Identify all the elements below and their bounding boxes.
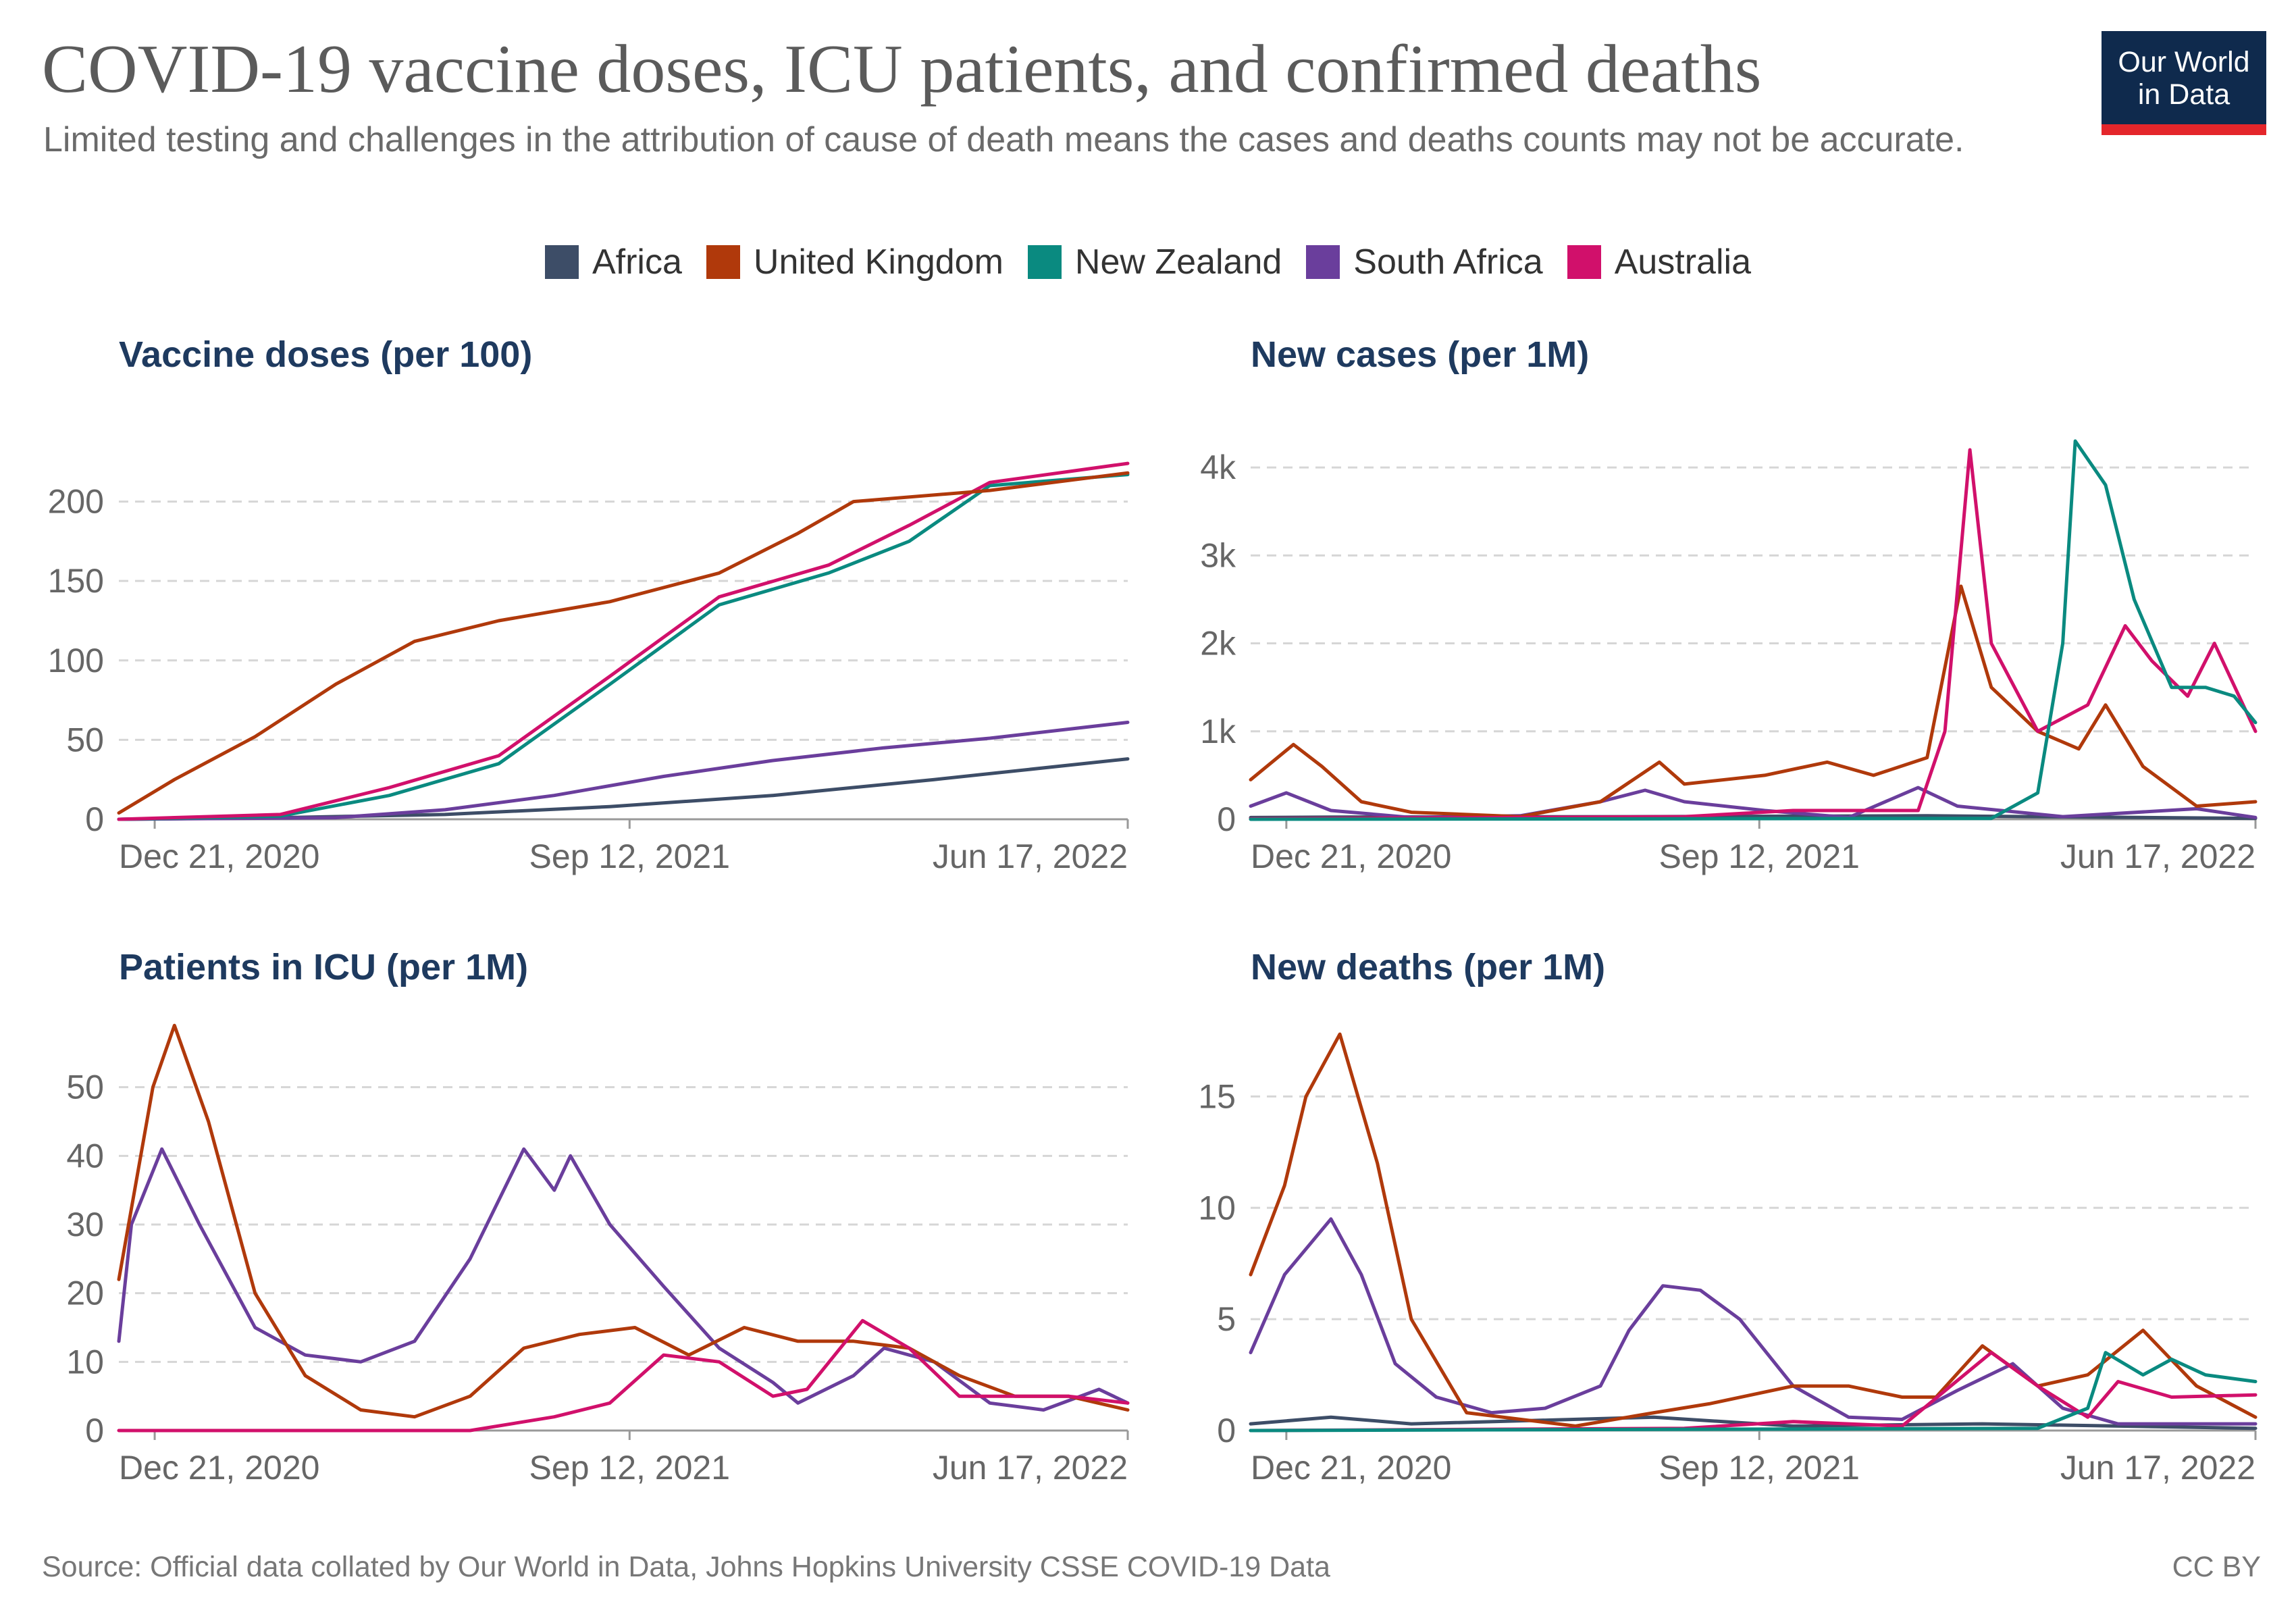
x-tick-label: Sep 12, 2021 xyxy=(1659,1449,1860,1487)
legend-item-united-kingdom[interactable]: United Kingdom xyxy=(706,242,1003,282)
legend-item-africa[interactable]: Africa xyxy=(544,242,682,282)
legend-label: Australia xyxy=(1614,242,1751,282)
series-line-united-kingdom[interactable] xyxy=(117,471,1130,815)
y-tick-label: 200 xyxy=(48,483,104,521)
x-tick-label: Sep 12, 2021 xyxy=(529,838,731,875)
legend-swatch xyxy=(544,245,579,279)
panel-2: New cases (per 1M) 0 1k 2k 3k 4k Dec 21, 2020 S… xyxy=(1200,334,2258,875)
legend-swatch xyxy=(1306,245,1340,279)
x-tick-label: Sep 12, 2021 xyxy=(1659,838,1860,875)
logo-line-1: Our World xyxy=(2118,46,2250,78)
y-tick-label: 150 xyxy=(48,562,104,600)
x-tick-label: Dec 21, 2020 xyxy=(119,838,319,875)
x-tick-label: Jun 17, 2022 xyxy=(933,1449,1128,1487)
y-tick-label: 10 xyxy=(66,1343,104,1381)
y-tick-label: 3k xyxy=(1200,536,1236,574)
y-tick-label: 0 xyxy=(1217,800,1236,838)
series-line-new-zealand[interactable] xyxy=(117,473,1130,821)
x-tick-label: Jun 17, 2022 xyxy=(933,838,1128,875)
x-tick-label: Dec 21, 2020 xyxy=(1251,838,1451,875)
y-tick-label: 100 xyxy=(48,642,104,679)
series-line-united-kingdom[interactable] xyxy=(1249,584,2258,819)
series-line-africa[interactable] xyxy=(117,757,1130,821)
series-line-south-africa[interactable] xyxy=(1249,1217,2258,1426)
legend-swatch xyxy=(1567,245,1601,279)
series-line-australia[interactable] xyxy=(1249,448,2258,821)
y-tick-label: 5 xyxy=(1217,1300,1236,1338)
y-tick-label: 0 xyxy=(85,1412,104,1449)
series-line-new-zealand[interactable] xyxy=(1249,439,2258,821)
x-tick-label: Jun 17, 2022 xyxy=(2060,1449,2255,1487)
legend-label: New Zealand xyxy=(1074,242,1282,282)
license-link[interactable]: CC BY xyxy=(2172,1551,2261,1583)
panel-title: Patients in ICU (per 1M) xyxy=(119,947,528,987)
panel-4: New deaths (per 1M) 0 5 10 15 Dec 21, 2020 Sep… xyxy=(1198,947,2258,1487)
x-tick-label: Dec 21, 2020 xyxy=(1251,1449,1451,1487)
series-line-south-africa[interactable] xyxy=(117,721,1130,821)
series-line-south-africa[interactable] xyxy=(117,1147,1130,1412)
series-line-australia[interactable] xyxy=(117,1318,1130,1433)
legend-label: South Africa xyxy=(1353,242,1543,282)
series-line-south-africa[interactable] xyxy=(1249,786,2258,819)
x-tick-label: Jun 17, 2022 xyxy=(2060,838,2255,875)
chart-title: COVID-19 vaccine doses, ICU patients, an… xyxy=(42,31,1762,107)
panel-title: Vaccine doses (per 100) xyxy=(119,334,532,375)
y-tick-label: 0 xyxy=(1217,1412,1236,1449)
legend-item-south-africa[interactable]: South Africa xyxy=(1306,242,1543,282)
y-tick-label: 2k xyxy=(1200,625,1236,663)
x-tick-label: Dec 21, 2020 xyxy=(119,1449,319,1487)
series-line-united-kingdom[interactable] xyxy=(117,1023,1130,1419)
y-tick-label: 40 xyxy=(66,1137,104,1175)
legend-swatch xyxy=(706,245,740,279)
panel-1: Vaccine doses (per 100) 0 50 100 150 200 Dec 2… xyxy=(48,334,1130,875)
y-tick-label: 20 xyxy=(66,1275,104,1312)
y-tick-label: 15 xyxy=(1198,1077,1236,1115)
y-tick-label: 4k xyxy=(1200,448,1236,486)
y-tick-label: 1k xyxy=(1200,713,1236,750)
series-line-united-kingdom[interactable] xyxy=(1249,1032,2258,1428)
y-tick-label: 10 xyxy=(1198,1189,1236,1227)
series-line-new-zealand[interactable] xyxy=(1249,1351,2258,1433)
legend-item-new-zealand[interactable]: New Zealand xyxy=(1027,242,1282,282)
panel-3: Patients in ICU (per 1M) 0 10 20 30 40 50 Dec 2… xyxy=(66,947,1130,1487)
chart-subtitle: Limited testing and challenges in the at… xyxy=(43,120,1964,159)
legend-swatch xyxy=(1027,245,1062,279)
logo-line-2: in Data xyxy=(2137,78,2230,111)
series-line-africa[interactable] xyxy=(1249,1415,2258,1431)
y-tick-label: 50 xyxy=(66,721,104,758)
y-tick-label: 30 xyxy=(66,1206,104,1243)
panel-title: New deaths (per 1M) xyxy=(1251,947,1605,987)
panel-title: New cases (per 1M) xyxy=(1251,334,1589,375)
series-line-australia[interactable] xyxy=(1249,1351,2258,1433)
legend: Africa United Kingdom New Zealand South Afr… xyxy=(0,242,2296,288)
owid-logo[interactable]: Our World in Data xyxy=(2102,31,2266,135)
series-line-australia[interactable] xyxy=(117,461,1130,821)
y-tick-label: 0 xyxy=(85,800,104,838)
legend-label: United Kingdom xyxy=(753,242,1003,282)
x-tick-label: Sep 12, 2021 xyxy=(529,1449,731,1487)
legend-item-australia[interactable]: Australia xyxy=(1567,242,1751,282)
legend-label: Africa xyxy=(592,242,682,282)
source-note: Source: Official data collated by Our Wo… xyxy=(42,1551,1330,1583)
y-tick-label: 50 xyxy=(66,1069,104,1106)
